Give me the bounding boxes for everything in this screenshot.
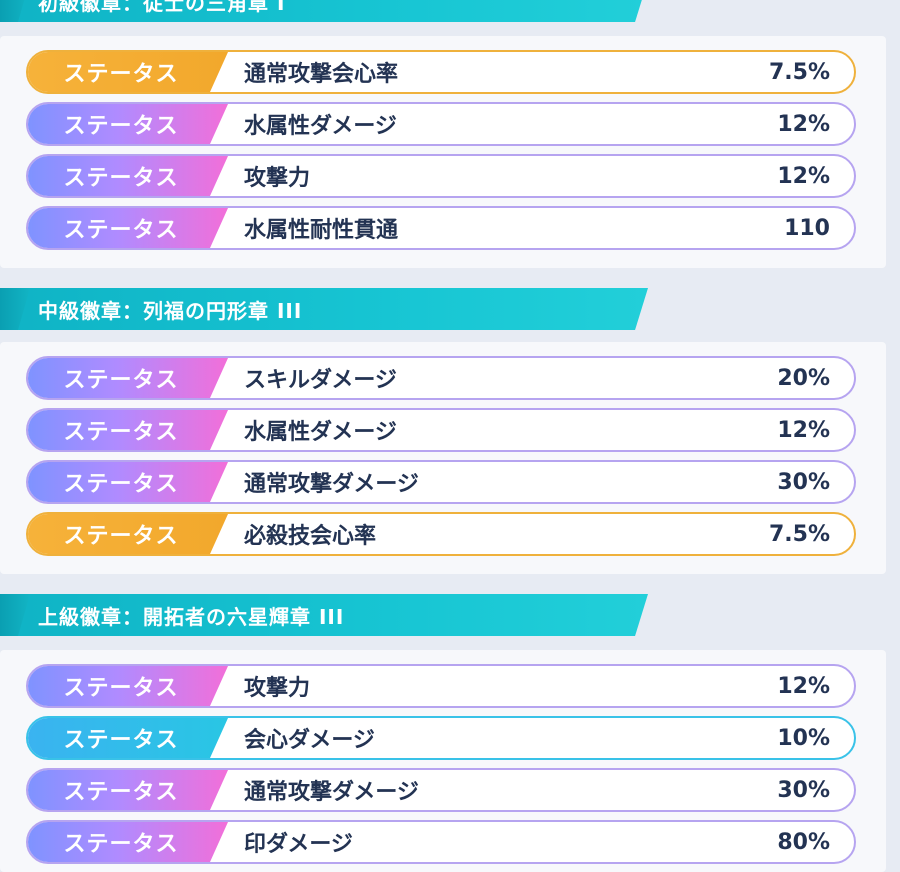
stat-name: 通常攻撃会心率 (244, 62, 399, 87)
stat-tag: ステータス (28, 156, 228, 196)
stat-name: 水属性ダメージ (244, 420, 397, 445)
stat-value: 110 (784, 215, 830, 241)
stat-tag: ステータス (28, 514, 228, 554)
stat-name: 水属性耐性貫通 (244, 218, 399, 243)
stat-row: ステータス 会心ダメージ 10% (26, 716, 856, 760)
stat-value: 30% (777, 777, 830, 803)
stat-row: ステータス 水属性ダメージ 12% (26, 102, 856, 146)
stat-tag: ステータス (28, 770, 228, 810)
stat-name: スキルダメージ (244, 368, 397, 393)
stat-row: ステータス 印ダメージ 80% (26, 820, 856, 864)
stat-name: 攻撃力 (244, 676, 311, 701)
stat-value: 30% (777, 469, 830, 495)
stat-tag: ステータス (28, 666, 228, 706)
stat-value: 12% (777, 417, 830, 443)
stat-tag: ステータス (28, 822, 228, 862)
stat-name: 攻撃力 (244, 166, 311, 191)
stat-tag: ステータス (28, 718, 228, 758)
stat-row: ステータス 水属性ダメージ 12% (26, 408, 856, 452)
stat-value: 12% (777, 111, 830, 137)
stat-value: 7.5% (768, 521, 830, 547)
stat-tag: ステータス (28, 462, 228, 502)
stat-row: ステータス 必殺技会心率 7.5% (26, 512, 856, 556)
stat-tag: ステータス (28, 104, 228, 144)
stat-row: ステータス 通常攻撃ダメージ 30% (26, 768, 856, 812)
stat-value: 80% (777, 829, 830, 855)
stat-row: ステータス 通常攻撃会心率 7.5% (26, 50, 856, 94)
stat-name: 通常攻撃ダメージ (244, 472, 419, 497)
section-header-basic-badge: 初級徽章：従士の三角章 I (0, 0, 648, 22)
section-header-advanced-badge: 上級徽章：開拓者の六星輝章 III (0, 594, 648, 636)
stats-panel-basic: ステータス 通常攻撃会心率 7.5% ステータス 水属性ダメージ 12% ステー… (0, 36, 886, 268)
stats-panel-intermediate: ステータス スキルダメージ 20% ステータス 水属性ダメージ 12% ステータ… (0, 342, 886, 574)
stat-name: 印ダメージ (244, 832, 353, 857)
stat-row: ステータス 通常攻撃ダメージ 30% (26, 460, 856, 504)
stat-name: 水属性ダメージ (244, 114, 397, 139)
stat-row: ステータス 水属性耐性貫通 110 (26, 206, 856, 250)
stat-tag: ステータス (28, 52, 228, 92)
section-title: 初級徽章：従士の三角章 I (38, 0, 286, 15)
stat-row: ステータス スキルダメージ 20% (26, 356, 856, 400)
stat-value: 12% (777, 163, 830, 189)
stat-row: ステータス 攻撃力 12% (26, 154, 856, 198)
stat-value: 20% (777, 365, 830, 391)
stat-name: 通常攻撃ダメージ (244, 780, 419, 805)
stats-panel-advanced: ステータス 攻撃力 12% ステータス 会心ダメージ 10% ステータス 通常攻… (0, 650, 886, 872)
stat-value: 7.5% (768, 59, 830, 85)
stat-tag: ステータス (28, 410, 228, 450)
stat-name: 必殺技会心率 (244, 524, 377, 549)
stat-value: 12% (777, 673, 830, 699)
stat-tag: ステータス (28, 208, 228, 248)
section-title: 上級徽章：開拓者の六星輝章 III (38, 604, 345, 629)
stat-name: 会心ダメージ (244, 728, 375, 753)
section-title: 中級徽章：列福の円形章 III (38, 298, 303, 323)
stat-tag: ステータス (28, 358, 228, 398)
stat-row: ステータス 攻撃力 12% (26, 664, 856, 708)
stat-value: 10% (777, 725, 830, 751)
section-header-intermediate-badge: 中級徽章：列福の円形章 III (0, 288, 648, 330)
